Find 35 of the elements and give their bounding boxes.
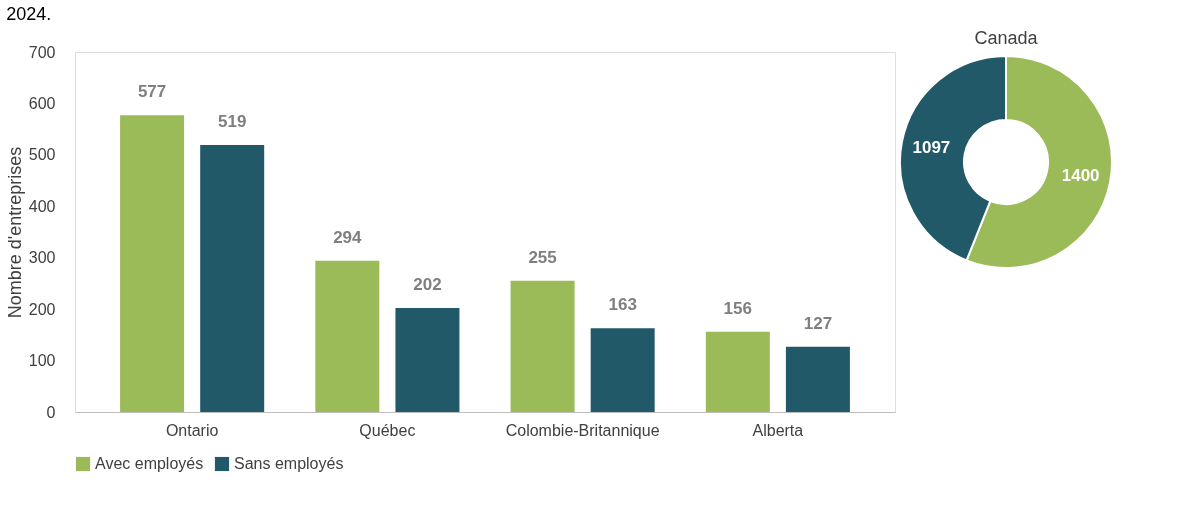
chart-title: Canada (974, 28, 1039, 48)
y-tick-label: 200 (28, 300, 56, 318)
y-tick-label: 500 (28, 146, 56, 164)
bar (590, 328, 655, 412)
y-tick-label: 700 (28, 43, 56, 61)
bar (315, 260, 380, 412)
x-tick-label: Alberta (752, 421, 804, 439)
data-label: 156 (723, 298, 752, 318)
y-tick-label: 0 (46, 403, 56, 421)
x-tick-label: Québec (359, 421, 416, 439)
y-tick-label: 400 (28, 197, 56, 215)
x-tick-label: Ontario (165, 421, 219, 439)
data-label: 577 (137, 82, 167, 102)
y-tick-label: 100 (28, 352, 56, 370)
data-label: 127 (803, 313, 833, 333)
data-label: 1097 (912, 137, 951, 157)
bar (510, 280, 575, 412)
y-tick-label: 600 (28, 94, 56, 112)
data-label: 519 (218, 112, 247, 132)
bar (395, 308, 460, 412)
legend-label: Sans employés (234, 455, 344, 472)
y-tick-label: 300 (28, 249, 56, 267)
data-label: 163 (608, 295, 637, 315)
legend-label: Avec employés (95, 455, 204, 472)
chart-title: 2024. (6, 4, 52, 24)
x-tick-label: Colombie-Britannique (505, 421, 660, 439)
data-label: 255 (528, 247, 557, 267)
data-label: 202 (413, 275, 442, 295)
y-axis-title: Nombre d'entreprises (4, 146, 25, 319)
bar (785, 346, 850, 412)
data-label: 294 (333, 227, 363, 247)
data-label: 1400 (1061, 166, 1100, 186)
bar (120, 115, 185, 412)
bar (705, 331, 770, 412)
bar (200, 145, 265, 412)
